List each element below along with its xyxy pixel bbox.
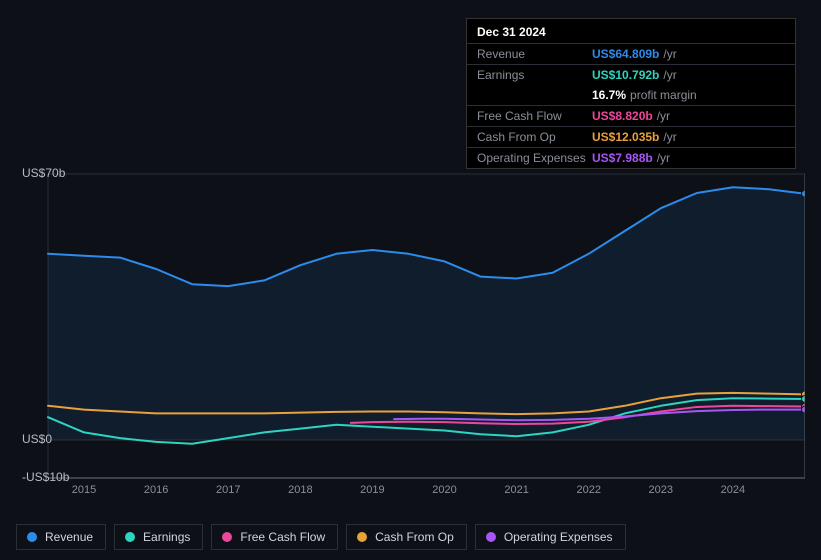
tooltip-unit: /yr — [663, 68, 676, 82]
tooltip-row: 16.7% profit margin — [467, 85, 795, 105]
chart-svg — [16, 158, 805, 498]
tooltip-unit: /yr — [663, 47, 676, 61]
x-axis-label: 2017 — [216, 484, 240, 496]
tooltip-label: Earnings — [477, 68, 592, 82]
legend-swatch — [125, 532, 135, 542]
legend-label: Operating Expenses — [504, 530, 613, 544]
tooltip-row: RevenueUS$64.809b/yr — [467, 43, 795, 64]
tooltip-label: Free Cash Flow — [477, 109, 592, 123]
legend-label: Revenue — [45, 530, 93, 544]
legend-swatch — [486, 532, 496, 542]
legend-item-revenue[interactable]: Revenue — [16, 524, 106, 550]
x-axis-label: 2023 — [649, 484, 673, 496]
x-axis-label: 2015 — [72, 484, 96, 496]
legend-label: Free Cash Flow — [240, 530, 325, 544]
x-axis-label: 2021 — [504, 484, 528, 496]
tooltip-row: Free Cash FlowUS$8.820b/yr — [467, 105, 795, 126]
legend-label: Cash From Op — [375, 530, 454, 544]
legend-label: Earnings — [143, 530, 190, 544]
tooltip-row: EarningsUS$10.792b/yr — [467, 64, 795, 85]
tooltip-label: Cash From Op — [477, 130, 592, 144]
financials-chart[interactable]: US$70bUS$0-US$10b 2015201620172018201920… — [16, 158, 805, 538]
tooltip-value: US$12.035b — [592, 130, 659, 144]
x-axis-label: 2020 — [432, 484, 456, 496]
tooltip-label — [477, 88, 592, 102]
legend-swatch — [222, 532, 232, 542]
x-axis-label: 2022 — [576, 484, 600, 496]
tooltip-unit: profit margin — [630, 88, 697, 102]
tooltip-unit: /yr — [657, 109, 670, 123]
legend-item-cash_from_op[interactable]: Cash From Op — [346, 524, 467, 550]
tooltip-unit: /yr — [663, 130, 676, 144]
tooltip-value: US$64.809b — [592, 47, 659, 61]
legend-item-operating_expenses[interactable]: Operating Expenses — [475, 524, 626, 550]
x-axis-label: 2018 — [288, 484, 312, 496]
x-axis-label: 2016 — [144, 484, 168, 496]
tooltip-value: US$10.792b — [592, 68, 659, 82]
tooltip-row: Cash From OpUS$12.035b/yr — [467, 126, 795, 147]
hover-tooltip: Dec 31 2024 RevenueUS$64.809b/yrEarnings… — [466, 18, 796, 169]
legend-swatch — [357, 532, 367, 542]
legend-item-free_cash_flow[interactable]: Free Cash Flow — [211, 524, 338, 550]
legend-item-earnings[interactable]: Earnings — [114, 524, 203, 550]
legend-swatch — [27, 532, 37, 542]
tooltip-value: US$8.820b — [592, 109, 653, 123]
tooltip-label: Revenue — [477, 47, 592, 61]
tooltip-date: Dec 31 2024 — [467, 25, 795, 43]
x-axis-label: 2019 — [360, 484, 384, 496]
chart-legend: Revenue Earnings Free Cash Flow Cash From O… — [16, 524, 626, 550]
tooltip-value: 16.7% — [592, 88, 626, 102]
x-axis-label: 2024 — [721, 484, 745, 496]
